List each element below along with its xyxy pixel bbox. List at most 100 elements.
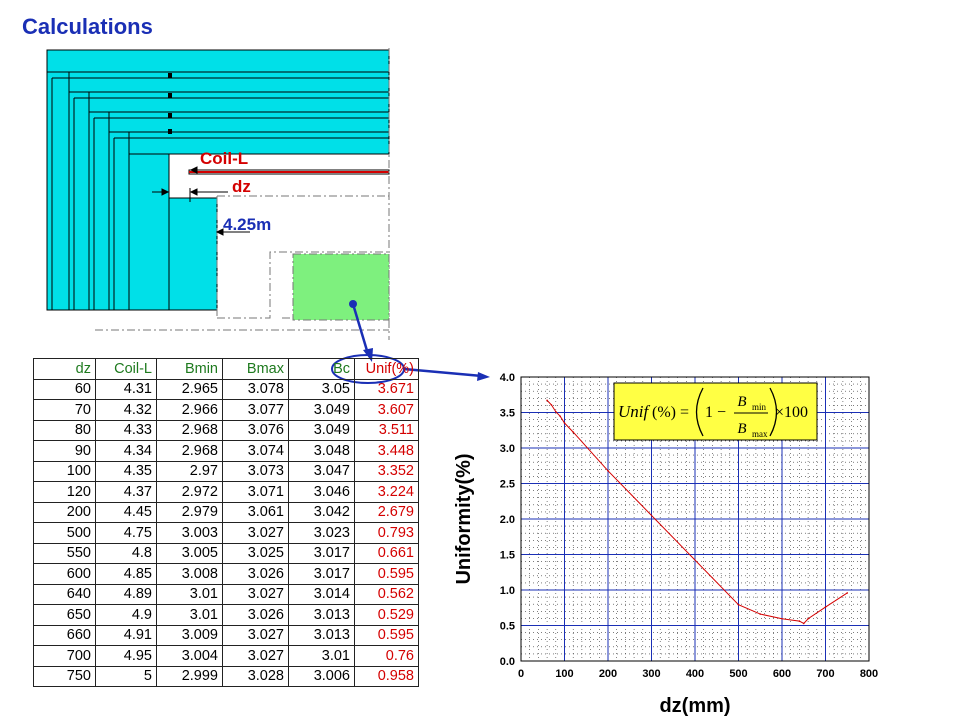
distance-label: 4.25m (223, 215, 271, 234)
x-tick-label: 800 (860, 668, 878, 680)
table-row: 500 4.75 3.003 3.027 3.023 0.793 (33, 522, 419, 544)
results-table: dz Coil-L Bmin Bmax Bc Unif(%) 60 4.31 2.9… (33, 358, 419, 687)
table-cell: 3.224 (354, 481, 419, 503)
table-cell: 3.027 (222, 522, 289, 544)
y-tick-label: 2.5 (500, 479, 515, 491)
data-point (607, 469, 609, 472)
data-point (824, 606, 827, 608)
col-header: dz (33, 358, 96, 380)
y-tick-label: 1.5 (500, 550, 515, 562)
table-cell: 0.595 (354, 624, 419, 646)
table-row: 550 4.8 3.005 3.025 3.017 0.661 (33, 542, 419, 564)
table-cell: 3.448 (354, 440, 419, 462)
table-cell: 3.003 (156, 522, 223, 544)
table-row: 750 5 2.999 3.028 3.006 0.958 (33, 665, 419, 687)
table-cell: 5 (95, 665, 157, 687)
data-point (546, 399, 548, 402)
table-cell: 3.607 (354, 399, 419, 421)
table-cell: 3.017 (288, 542, 355, 564)
table-cell: 3.006 (288, 665, 355, 687)
y-tick-label: 1.0 (500, 585, 515, 597)
table-header-row: dz Coil-L Bmin Bmax Bc Unif(%) (33, 358, 419, 380)
table-row: 600 4.85 3.008 3.026 3.017 0.595 (33, 563, 419, 585)
table-cell: 0.793 (354, 522, 419, 544)
formula-box (613, 382, 818, 441)
data-point (759, 613, 762, 615)
data-point (555, 410, 557, 413)
formula-text: B (737, 394, 746, 410)
table-cell: 4.95 (95, 645, 157, 667)
table-cell: 2.999 (156, 665, 223, 687)
col-header: Bc (288, 358, 355, 380)
data-point (563, 422, 566, 424)
table-cell: 3.008 (156, 563, 223, 585)
data-point (550, 404, 553, 406)
table-row: 80 4.33 2.968 3.076 3.049 3.511 (33, 419, 419, 441)
y-tick-label: 0.5 (500, 621, 515, 633)
data-point (807, 617, 809, 620)
table-cell: 0.661 (354, 542, 419, 564)
table-cell: 2.97 (156, 460, 223, 482)
green-block (292, 253, 390, 321)
table-cell: 4.34 (95, 440, 157, 462)
table-cell: 200 (33, 501, 96, 523)
table-row: 650 4.9 3.01 3.026 3.013 0.529 (33, 604, 419, 626)
formula-text: (%) = (652, 404, 689, 421)
data-point (559, 415, 561, 417)
coil-l-label: Coil-L (200, 149, 248, 168)
x-tick-label: 500 (729, 668, 747, 680)
data-point (737, 603, 740, 606)
y-tick-label: 0.0 (500, 656, 515, 668)
table-row: 120 4.37 2.972 3.071 3.046 3.224 (33, 481, 419, 503)
formula-text: Unif (618, 402, 651, 421)
table-cell: 3.073 (222, 460, 289, 482)
table-cell: 3.511 (354, 419, 419, 441)
table-cell: 3.005 (156, 542, 223, 564)
x-tick-label: 100 (555, 668, 573, 680)
formula-text: max (752, 429, 768, 439)
table-cell: 4.9 (95, 604, 157, 626)
table-row: 660 4.91 3.009 3.027 3.013 0.595 (33, 624, 419, 646)
formula-text: B (737, 421, 746, 437)
table-cell: 2.979 (156, 501, 223, 523)
table-cell: 4.89 (95, 583, 157, 605)
x-tick-label: 0 (518, 668, 524, 680)
data-point (781, 617, 783, 620)
table-cell: 0.76 (354, 645, 419, 667)
data-point (798, 620, 801, 622)
table-cell: 0.958 (354, 665, 419, 687)
formula-text: 1 − (705, 404, 726, 421)
coil-vert-6 (168, 197, 218, 311)
table-cell: 2.965 (156, 378, 223, 400)
x-tick-label: 200 (599, 668, 617, 680)
y-tick-label: 4.0 (500, 372, 515, 384)
formula-text: ×100 (775, 404, 808, 421)
table-cell: 3.026 (222, 563, 289, 585)
data-point (802, 622, 805, 625)
table-cell: 4.35 (95, 460, 157, 482)
x-tick-label: 300 (642, 668, 660, 680)
table-cell: 0.595 (354, 563, 419, 585)
right-paren (769, 387, 778, 437)
table-cell: 120 (33, 481, 96, 503)
col-header: Bmax (222, 358, 289, 380)
table-cell: 3.077 (222, 399, 289, 421)
table-cell: 3.028 (222, 665, 289, 687)
table-cell: 3.013 (288, 604, 355, 626)
left-paren (695, 387, 704, 437)
data-point (572, 431, 574, 433)
table-cell: 3.027 (222, 583, 289, 605)
formula: Unif (%) = 1 − B min B max ×100 (618, 387, 808, 439)
col-header: Unif(%) (354, 358, 419, 380)
dz-label: dz (232, 177, 251, 196)
formula-text: min (752, 402, 767, 412)
page-title: Calculations (22, 14, 153, 39)
x-tick-label: 700 (816, 668, 834, 680)
y-tick-label: 3.5 (500, 408, 515, 420)
y-axis-label: Uniformity(%) (453, 453, 475, 584)
plot-frame (520, 376, 870, 662)
table-cell: 3.061 (222, 501, 289, 523)
x-axis-label: dz(mm) (659, 695, 730, 717)
